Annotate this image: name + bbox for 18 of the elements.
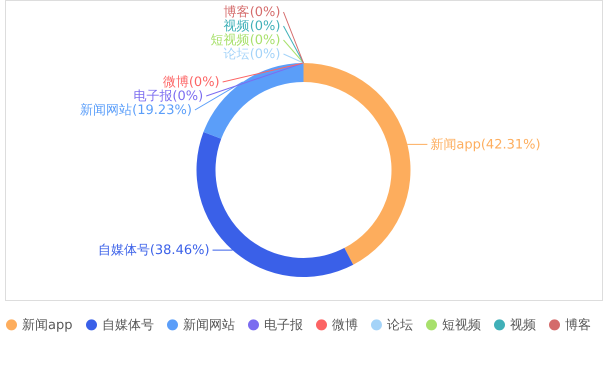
category-label: 短视频(0%)	[210, 33, 280, 48]
legend-label: 博客	[565, 316, 591, 333]
legend-label: 视频	[510, 318, 536, 333]
legend-label: 电子报	[264, 318, 303, 333]
legend-label: 微博	[332, 318, 358, 333]
category-label: 微博(0%)	[162, 75, 220, 90]
category-label: 新闻网站(19.23%)	[80, 103, 192, 118]
legend-label: 论坛	[387, 318, 413, 333]
category-label: 视频(0%)	[224, 19, 280, 34]
category-label: 电子报(0%)	[133, 89, 204, 104]
category-label: 新闻app(42.31%)	[430, 137, 541, 152]
legend-label: 新闻app	[22, 318, 72, 333]
legend-label: 自媒体号	[102, 318, 154, 333]
category-label: 自媒体号(38.46%)	[98, 243, 210, 258]
category-label: 博客(0%)	[224, 5, 280, 20]
legend-label: 短视频	[442, 318, 481, 333]
legend-label: 新闻网站	[183, 318, 235, 333]
category-label: 论坛(0%)	[224, 47, 280, 62]
